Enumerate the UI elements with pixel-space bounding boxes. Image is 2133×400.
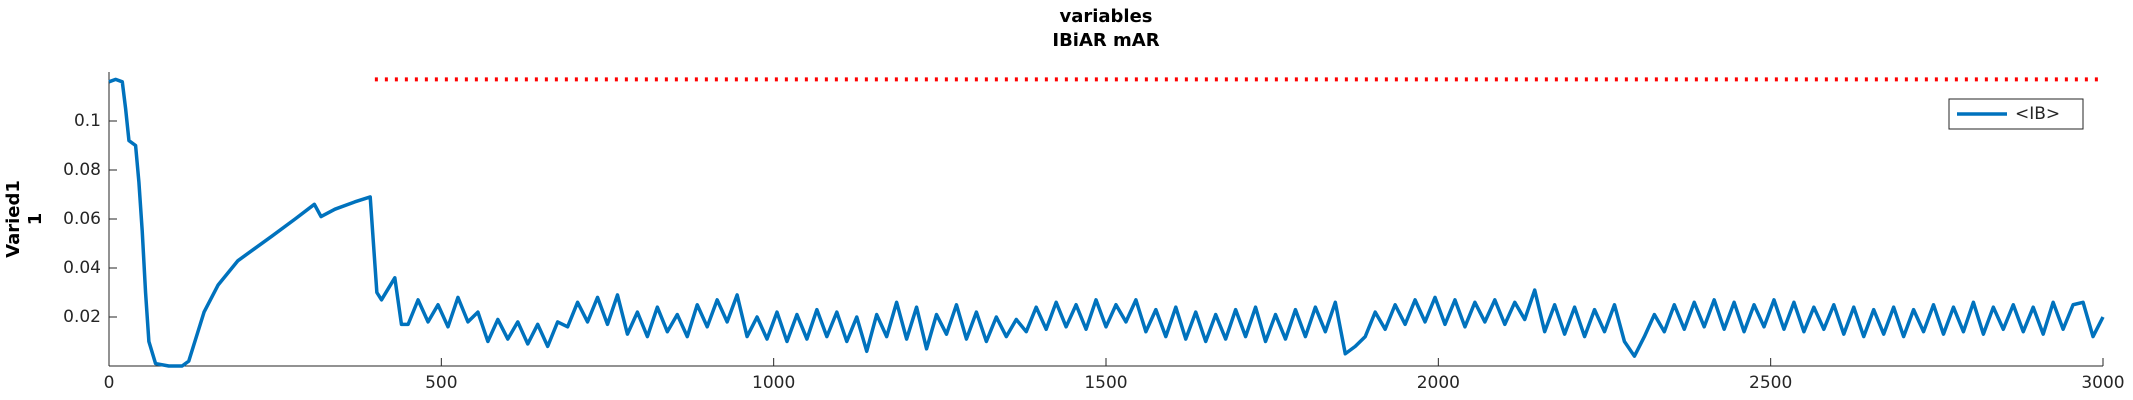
y-tick-label: 0.04 [63, 258, 101, 278]
y-tick-label: 0.06 [63, 209, 101, 229]
y-label: Varied1 1 [3, 180, 46, 258]
chart-subtitle: IBiAR mAR [1052, 30, 1159, 51]
y-tick-label: 0.1 [74, 111, 101, 131]
x-tick-label: 2000 [1417, 373, 1460, 393]
y-label-line: 1 [25, 213, 46, 226]
x-tick-label: 0 [104, 373, 115, 393]
legend-label: <IB> [2015, 104, 2060, 124]
x-tick-label: 3000 [2081, 373, 2124, 393]
legend: <IB> [1948, 98, 2084, 130]
chart-title: variables [1059, 6, 1152, 27]
x-tick-label: 1000 [752, 373, 795, 393]
y-label-line: Varied1 [3, 180, 24, 258]
x-tick-label: 2500 [1749, 373, 1792, 393]
x-tick-label: 500 [425, 373, 457, 393]
x-tick-label: 1500 [1084, 373, 1127, 393]
line-series [108, 77, 2105, 368]
y-tick-label: 0.02 [63, 307, 101, 327]
y-tick-label: 0.08 [63, 160, 101, 180]
